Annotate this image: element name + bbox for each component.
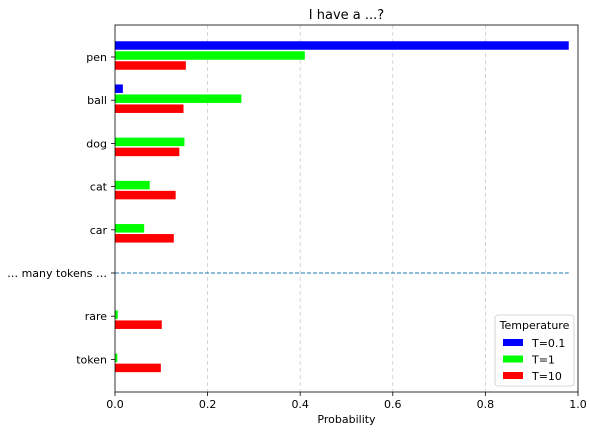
plot-frame <box>114 24 579 393</box>
y-tick-label: … many tokens … <box>7 267 107 280</box>
bar-t-10 <box>115 363 161 373</box>
legend: Temperature T=0.1 T=1 T=10 <box>494 314 575 387</box>
y-tick-label: token <box>76 353 107 366</box>
y-tick-label: dog <box>86 137 107 150</box>
bar-t-1 <box>115 310 118 319</box>
axes-layer: 0.0 0.2 0.4 0.6 0.8 1.0 pen ball dog cat car … many… <box>7 24 587 411</box>
x-tick-label: 0.2 <box>199 398 217 411</box>
legend-swatch <box>503 372 523 379</box>
x-tick-label: 0.8 <box>477 398 495 411</box>
legend-swatch <box>503 355 523 363</box>
legend-label: T=1 <box>531 354 555 367</box>
y-tick-label: ball <box>87 94 107 107</box>
bar-t-1 <box>115 180 150 190</box>
bar-t-10 <box>115 234 174 243</box>
bar-t-10 <box>115 147 180 157</box>
bar-t-1 <box>115 353 118 363</box>
bar-t-1 <box>115 51 305 60</box>
x-axis-label: Probability <box>317 413 376 426</box>
bars-layer <box>115 41 569 373</box>
bar-t-10 <box>115 61 186 70</box>
bar-t-10 <box>115 104 184 113</box>
legend-label: T=0.1 <box>531 337 565 350</box>
bar-t-0-1 <box>115 84 123 93</box>
grid-layer <box>207 25 486 392</box>
x-tick-label: 0.4 <box>291 398 309 411</box>
y-tick-label: car <box>90 224 108 237</box>
bar-t-1 <box>115 224 145 233</box>
y-tick-label: rare <box>85 310 108 323</box>
legend-label: T=10 <box>531 370 562 383</box>
bar-t-1 <box>115 137 185 147</box>
legend-title: Temperature <box>499 319 570 332</box>
x-tick-label: 1.0 <box>569 398 587 411</box>
legend-swatch <box>503 339 523 346</box>
y-tick-label: pen <box>86 51 107 64</box>
x-tick-label: 0.6 <box>384 398 402 411</box>
bar-t-10 <box>115 190 176 200</box>
bar-t-10 <box>115 320 162 329</box>
bar-t-1 <box>115 94 242 103</box>
x-tick-label: 0.0 <box>106 398 124 411</box>
bar-t-0-1 <box>115 41 569 50</box>
legend-frame <box>494 314 575 387</box>
y-tick-label: cat <box>90 181 108 194</box>
chart-title: I have a ...? <box>309 8 384 23</box>
